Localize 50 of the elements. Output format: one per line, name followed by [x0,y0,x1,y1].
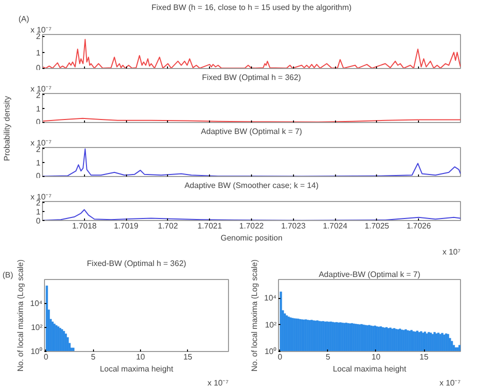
x-tick-label: 10 [136,352,146,362]
chart-title: Fixed-BW (Optimal h = 362) [86,259,187,268]
x-tick-label: 1.7018 [72,222,98,230]
x-tick-label: 1.7022 [239,222,264,230]
y-tick-label: 2 [36,144,42,154]
text: x 10⁷ [442,248,461,256]
y-tick-label: 1 [36,104,42,114]
text: (B) [2,270,14,280]
chart-title: Adaptive-BW (Optimal k = 7) [318,270,421,279]
y-tick-label: 1 [36,48,42,58]
x-tick-label: 15 [183,352,193,362]
x-tick-label: 1.7025 [364,222,390,230]
y-tick-label: 1 [36,158,42,168]
y-tick-label: 10² [30,323,43,332]
x-tick-label: 15 [420,352,430,362]
y-axis-title: No. of local maxima (Log scale) [250,259,260,372]
x-tick-label: 1.7024 [322,222,348,230]
x-tick-label: 5 [90,352,96,362]
x-tick-label: 0 [44,352,49,362]
x-axis-title: Genomic position [220,234,282,242]
chart-title: Adaptive BW (Smoother case; k = 14) [184,181,319,190]
y-tick-label: 10⁰ [30,347,43,356]
chart-title: Fixed BW (h = 16, close to h = 15 used by the algorithm) [151,3,352,12]
x-axis-title: Local maxima height [332,364,407,374]
annotation: x 10⁻⁷ [30,138,52,148]
y-tick-label: 10⁰ [264,347,277,356]
x-tick-label: 1.7019 [114,222,139,230]
y-tick-label: 2 [36,90,42,100]
x-tick-label: 5 [326,352,331,362]
text: (A) [18,14,30,24]
x-tick-label: 0 [278,352,283,362]
y-tick-label: 2 [36,32,42,42]
x-tick-label: 1.7023 [281,222,306,230]
x-tick-label: 10 [372,352,381,362]
chart-title: Adaptive BW (Optimal k = 7) [200,127,302,136]
x-tick-label: 1.7026 [406,222,432,230]
y-axis-title: Probability density [2,96,12,161]
x-tick-label: 1.702 [158,222,178,230]
y-tick-label: 10⁴ [264,294,278,303]
y-tick-label: 10⁴ [30,299,44,308]
y-tick-label: 1 [36,207,42,216]
y-axis-title: No. of local maxima (Log scale) [16,259,26,372]
x-axis-title: Local maxima height [100,364,174,374]
text: x 10⁻⁷ [30,26,52,34]
y-tick-label: 10² [264,320,277,330]
text: x 10⁻⁷ [207,378,229,387]
x-tick-label: 1.7021 [197,222,222,230]
text: x 10⁻⁷ [439,378,461,387]
chart-title: Fixed BW (Optimal h = 362) [202,73,302,82]
annotation: x 10⁻⁷ [30,84,52,94]
